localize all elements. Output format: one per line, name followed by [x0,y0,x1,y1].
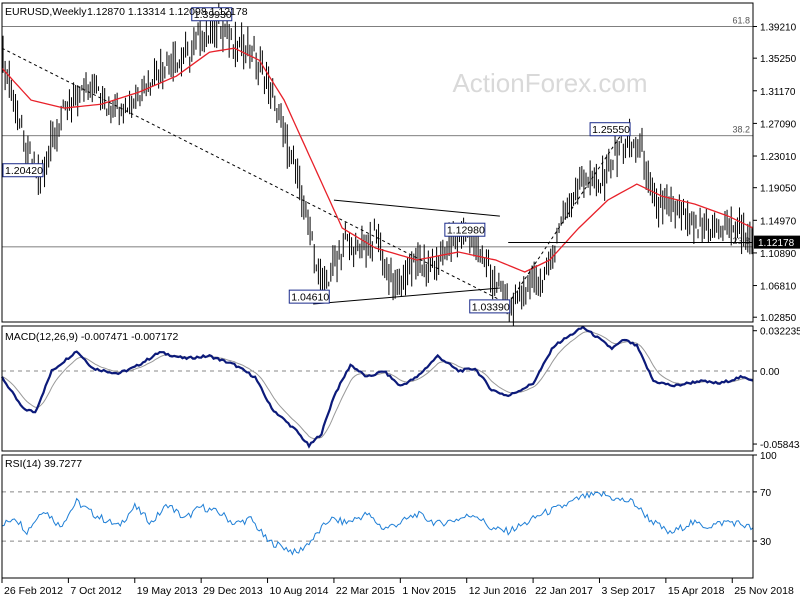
price-y-tick-label: 1.35250 [760,54,797,65]
moving-average-line [1,47,754,273]
price-y-tick-label: 1.31170 [760,87,796,98]
price-panel[interactable]: 61.838.223.81.399301.204201.046101.12980… [1,3,800,327]
price-label-box [589,122,631,137]
price-panel-title: EURUSD,Weekly [5,6,87,18]
macd-panel-title: MACD(12,26,9) -0.007471 -0.007172 [5,331,179,343]
price-y-tick-label: 1.19050 [760,184,797,195]
watermark-text: ActionForex.com [452,68,647,98]
price-y-tick-label: 1.02850 [760,313,797,324]
x-tick-label: 22 Jan 2017 [535,585,593,597]
price-label: 1.04610 [291,292,329,304]
price-label: 1.25550 [592,124,630,136]
x-tick-label: 26 Feb 2012 [4,585,63,597]
macd-panel-frame [1,325,754,452]
price-y-tick-label: 1.27090 [760,119,797,130]
price-label-box [469,299,511,314]
price-label-box [288,289,330,304]
macd-panel[interactable] [1,325,754,449]
price-y-tick-label: 1.06810 [760,282,797,293]
x-tick-label: 29 Dec 2013 [203,585,263,597]
trendline [313,287,500,305]
fib-level-label: 61.8 [732,16,750,26]
macd-y-tick-label: 0.00 [760,367,780,378]
x-tick-label: 10 Aug 2014 [270,585,329,597]
dashed-trendline [1,47,509,305]
price-label: 1.20420 [5,165,43,177]
rsi-y-tick-label: 100 [760,451,777,462]
rsi-panel-frame [1,454,754,579]
price-label-box [191,7,233,22]
x-tick-label: 25 Nov 2018 [734,585,794,597]
price-panel-frame [1,2,754,323]
x-tick-label: 19 May 2013 [137,585,198,597]
last-price-value: 1.12178 [758,238,795,249]
rsi-y-tick-label: 30 [760,537,772,548]
macd-line [1,325,754,449]
x-tick-label: 1 Nov 2015 [402,585,456,597]
trendline [333,199,500,217]
macd-y-tick-label: 0.032235 [760,327,800,338]
price-label: 1.39930 [194,9,232,21]
price-y-tick-label: 1.39210 [760,23,797,34]
price-label-box [2,163,44,178]
rsi-y-tick-label: 70 [760,488,772,499]
x-tick-label: 15 Apr 2018 [668,585,725,597]
macd-y-tick-label: -0.058434 [760,440,800,451]
fib-level-label: 38.2 [732,125,750,135]
price-y-tick-label: 1.23010 [760,152,797,163]
dashed-trendline [507,135,621,305]
price-label: 1.12980 [447,225,485,237]
price-label-box [444,222,486,237]
x-tick-label: 12 Jun 2016 [469,585,527,597]
price-label: 1.03390 [472,301,510,313]
x-tick-label: 22 Mar 2015 [336,585,395,597]
rsi-line [1,490,754,556]
x-tick-label: 7 Oct 2012 [70,585,122,597]
price-y-tick-label: 1.10890 [760,249,797,260]
rsi-panel-title: RSI(14) 39.7277 [5,458,82,470]
x-tick-label: 3 Sep 2017 [601,585,655,597]
ohlc-values: 1.12870 1.13314 1.12098 1.12178 [87,6,248,18]
last-price-tag [754,235,800,249]
price-y-tick-label: 1.14970 [760,216,797,227]
rsi-panel[interactable] [1,490,754,556]
